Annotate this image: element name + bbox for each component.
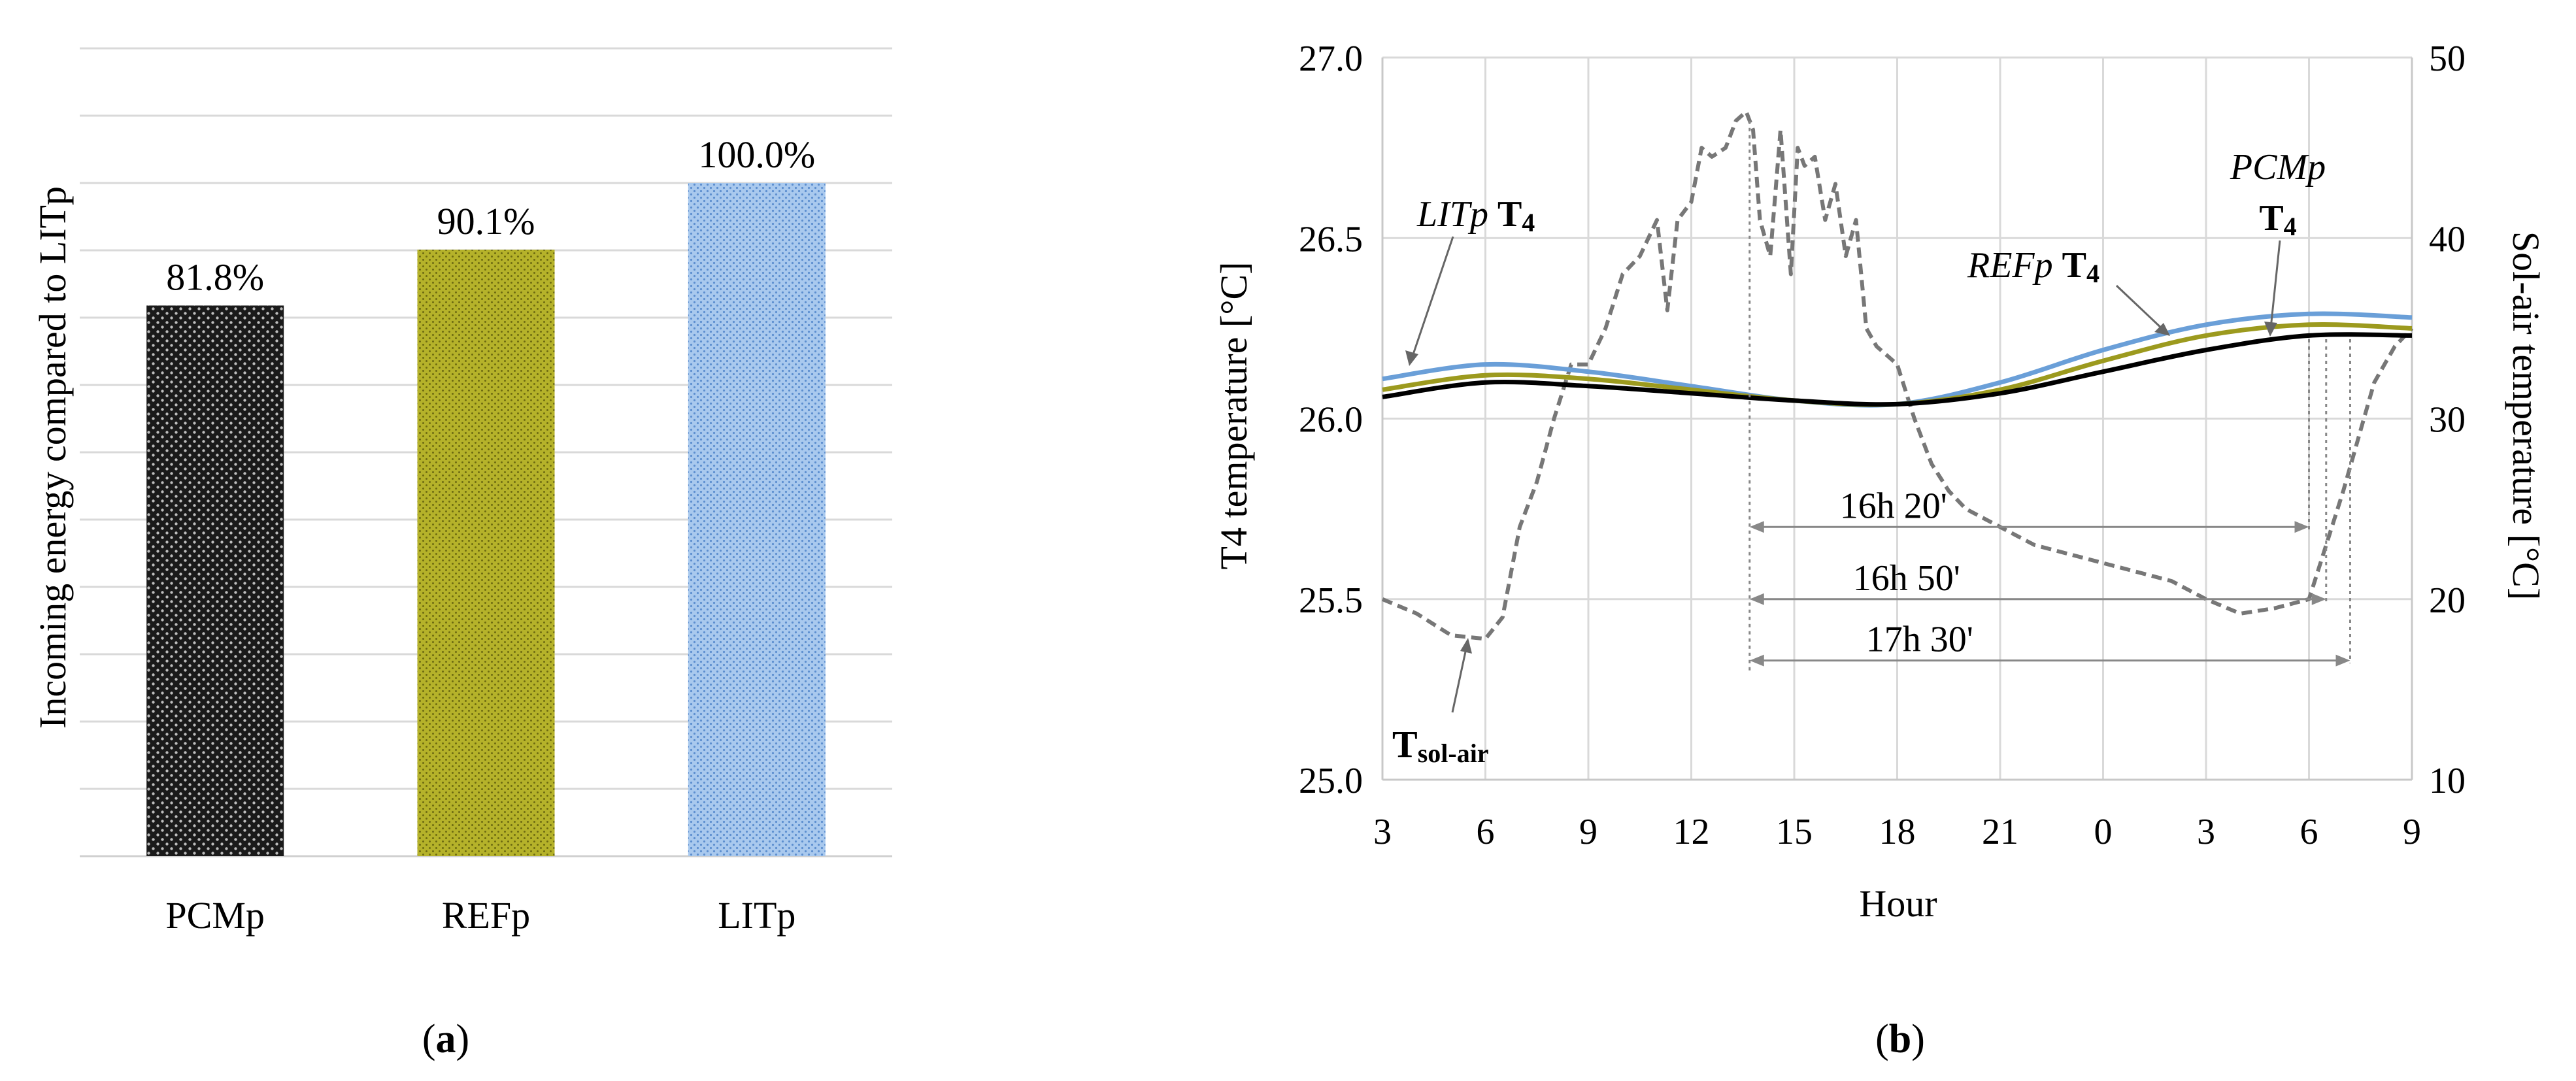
time-lag-markers: 16h 20' 16h 50' 17h 30'	[1748, 120, 2351, 672]
y2-tick-label: 20	[2429, 580, 2466, 621]
sol-air-line	[1381, 109, 2414, 641]
line-chart-gridlines	[1381, 56, 2413, 781]
sol-air-annotation-arrowhead	[1460, 638, 1472, 654]
x-tick-label: 9	[2403, 812, 2421, 852]
litp-annotation-arrow	[1411, 236, 1454, 359]
x-tick-label: 18	[1879, 812, 1916, 852]
y2-tick-label: 30	[2429, 400, 2466, 441]
bar-pcmp	[146, 305, 284, 857]
line-chart-x-axis-label: Hour	[1859, 882, 1937, 925]
bar-category-label: REFp	[442, 894, 530, 937]
sol-air-annotation-arrow	[1451, 645, 1468, 713]
sol-air-annotation: Tsol-air	[1392, 723, 1489, 768]
x-tick-label: 12	[1673, 812, 1710, 852]
x-tick-label: 3	[2197, 812, 2215, 852]
y-tick-label: 26.0	[1299, 400, 1363, 441]
bar-chart-y-axis-label: Incoming energy compared to LITp	[31, 186, 74, 729]
x-tick-label: 21	[1982, 812, 2018, 852]
pcmp-annotation-arrow	[2269, 240, 2281, 329]
refp-t4-annotation: REFp T4	[1967, 245, 2099, 288]
x-tick-label: 6	[1477, 812, 1495, 852]
panel-b-label: (b)	[1875, 1017, 1925, 1061]
bar-refp	[417, 249, 555, 857]
bar-litp	[688, 183, 826, 856]
x-tick-label: 15	[1776, 812, 1813, 852]
y-tick-label: 25.5	[1299, 580, 1363, 621]
panel-a-label: (a)	[422, 1017, 469, 1061]
time-lag-arrowhead-left	[1749, 654, 1764, 667]
litp-t4-annotation: LITp T4	[1416, 194, 1535, 237]
y2-tick-label: 50	[2429, 39, 2466, 79]
x-tick-label: 0	[2094, 812, 2113, 852]
litp-annotation-arrowhead	[1405, 350, 1418, 366]
line-chart-y2-axis-label: Sol-air temperature [°C]	[2505, 231, 2547, 600]
time-lag-label: 16h 50'	[1853, 558, 1960, 599]
refp-annotation-arrowhead	[2154, 323, 2170, 336]
line-chart-series	[1381, 109, 2414, 641]
bar-value-label: 81.8%	[166, 256, 264, 298]
y2-tick-label: 10	[2429, 761, 2466, 801]
bar-category-label: LITp	[718, 894, 795, 937]
time-lag-arrowhead-right	[2294, 521, 2309, 533]
time-lag-arrowhead-right	[2311, 593, 2326, 605]
bar-chart: 81.8% PCMp 90.1% REFp 100.0% LITp Incoming en…	[31, 47, 892, 1061]
refp-annotation-arrow	[2115, 284, 2165, 331]
time-lag-label: 17h 30'	[1866, 620, 1973, 660]
time-lag-arrowhead-left	[1749, 521, 1764, 533]
pcmp-annotation: PCMp	[2230, 147, 2326, 188]
pcmp-t4-line	[1382, 332, 2413, 407]
x-tick-label: 3	[1373, 812, 1392, 852]
y-tick-label: 26.5	[1299, 219, 1363, 259]
y2-tick-label: 40	[2429, 219, 2466, 259]
bar-category-label: PCMp	[165, 894, 265, 937]
time-lag-arrowhead-left	[1749, 593, 1764, 605]
line-chart-y-axis-label: T4 temperature [°C]	[1213, 262, 1255, 570]
y-tick-label: 27.0	[1299, 39, 1363, 79]
bar-value-label: 100.0%	[698, 133, 815, 176]
time-lag-label: 16h 20'	[1840, 486, 1947, 526]
pcmp-annotation-arrowhead	[2264, 322, 2277, 337]
x-tick-label: 6	[2300, 812, 2318, 852]
time-lag-arrowhead-right	[2335, 654, 2350, 667]
y-tick-label: 25.0	[1299, 761, 1363, 801]
x-tick-label: 9	[1579, 812, 1597, 852]
bar-value-label: 90.1%	[437, 200, 535, 242]
bar-chart-bars: 81.8% PCMp 90.1% REFp 100.0% LITp	[146, 133, 826, 937]
pcmp-t4-annotation: T4	[2259, 198, 2296, 241]
